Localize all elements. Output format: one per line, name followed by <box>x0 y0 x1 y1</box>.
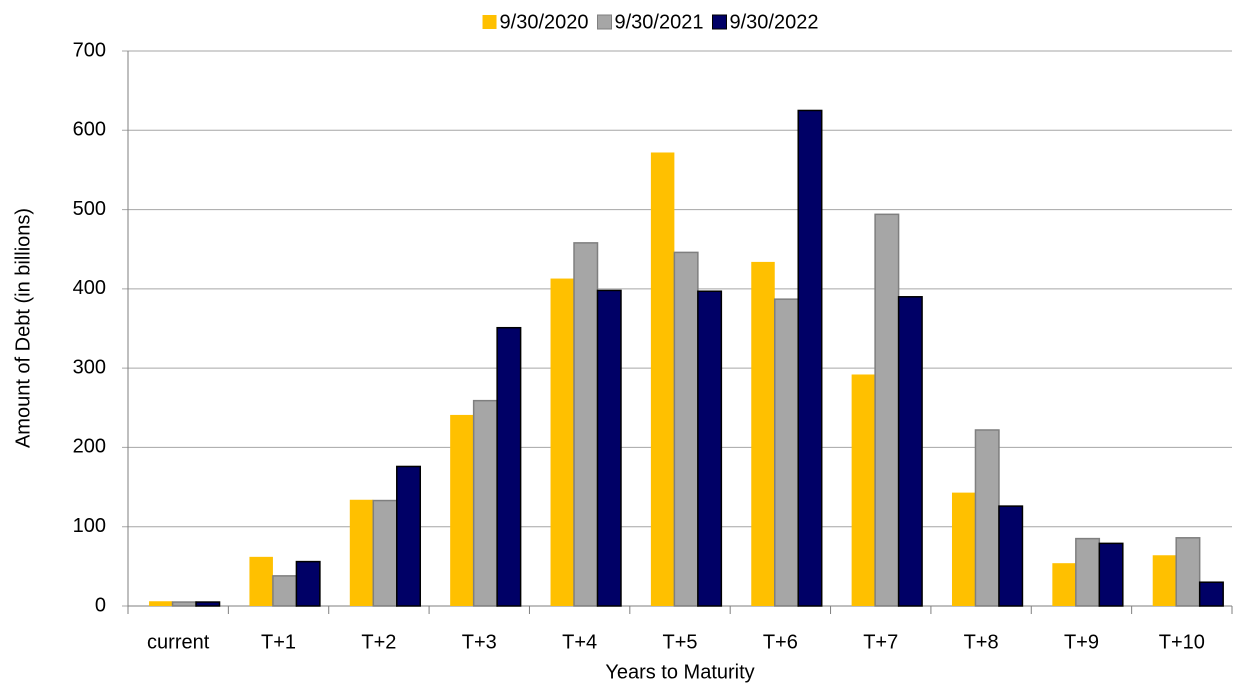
legend-swatch <box>711 14 727 30</box>
bar <box>249 556 273 606</box>
x-tick-label: T+5 <box>662 631 697 653</box>
x-tick-label: T+6 <box>763 631 798 653</box>
x-tick-label: T+1 <box>261 631 296 653</box>
bar <box>349 499 374 606</box>
y-tick-label: 600 <box>73 119 106 141</box>
y-tick-label: 0 <box>95 594 106 616</box>
x-tick-label: T+10 <box>1159 631 1205 653</box>
bar <box>450 414 474 606</box>
y-tick-label: 300 <box>73 356 106 378</box>
bar <box>596 289 622 607</box>
y-axis-title: Amount of Debt (in billions) <box>12 208 34 448</box>
bar <box>874 213 900 607</box>
bar <box>550 278 575 606</box>
x-axis-title: Years to Maturity <box>605 661 754 683</box>
x-tick-label: T+8 <box>964 631 999 653</box>
bar <box>974 429 1000 607</box>
x-tick-label: T+7 <box>863 631 898 653</box>
bar <box>1052 563 1076 606</box>
legend-swatch <box>597 14 613 30</box>
x-tick-label: T+2 <box>361 631 396 653</box>
x-tick-label: T+3 <box>462 631 497 653</box>
y-tick-label: 500 <box>73 198 106 220</box>
bar <box>372 499 398 607</box>
y-tick-label: 700 <box>73 39 106 61</box>
y-tick-label: 400 <box>73 277 106 299</box>
bar <box>650 152 675 606</box>
x-tick-label: T+9 <box>1064 631 1099 653</box>
bar <box>295 560 321 607</box>
x-tick-label: T+4 <box>562 631 597 653</box>
legend-label: 9/30/2021 <box>615 11 704 33</box>
bar <box>1075 537 1101 607</box>
bar <box>897 296 923 607</box>
legend-swatch <box>482 15 497 29</box>
bar <box>998 505 1024 607</box>
bar <box>396 465 422 607</box>
bar <box>573 242 599 607</box>
bar <box>272 575 298 607</box>
bar <box>496 326 522 607</box>
bar <box>751 261 775 606</box>
bar <box>1152 555 1177 606</box>
bar <box>149 601 173 606</box>
y-tick-label: 100 <box>73 515 106 537</box>
bar <box>851 374 876 606</box>
bar <box>1098 542 1124 607</box>
x-tick-label: current <box>147 631 210 653</box>
bar <box>773 298 799 607</box>
bar <box>1198 581 1224 607</box>
bar <box>951 492 976 606</box>
bar <box>797 109 823 607</box>
bar <box>195 601 221 607</box>
bar <box>472 399 498 607</box>
bar <box>673 251 699 607</box>
bar <box>697 290 723 607</box>
legend-label: 9/30/2020 <box>500 11 589 33</box>
y-tick-label: 200 <box>73 436 106 458</box>
legend-label: 9/30/2022 <box>729 11 818 33</box>
bar <box>171 601 197 607</box>
bar <box>1175 537 1201 607</box>
